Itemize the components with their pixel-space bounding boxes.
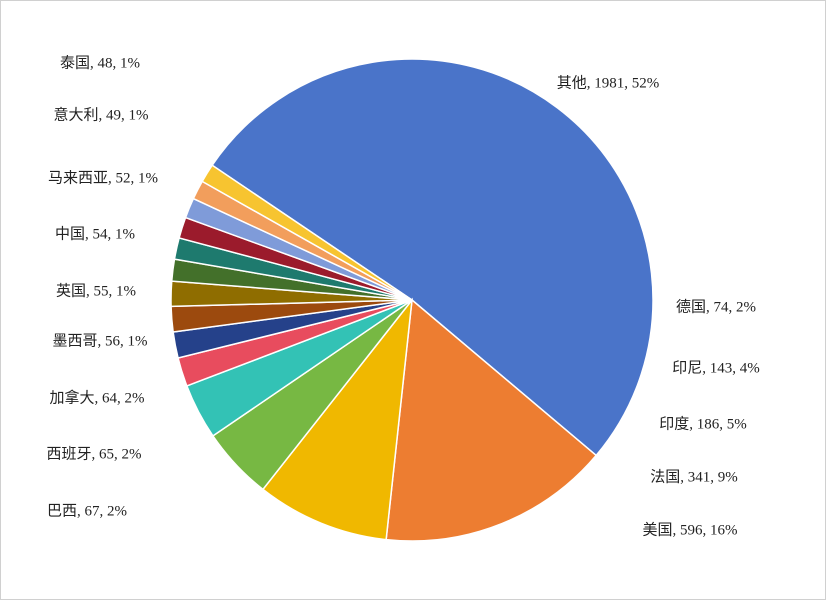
data-label: 意大利, 49, 1% bbox=[54, 105, 149, 123]
data-label: 德国, 74, 2% bbox=[676, 297, 756, 315]
data-label: 加拿大, 64, 2% bbox=[50, 388, 145, 406]
pie-slice bbox=[211, 58, 654, 457]
data-label: 巴西, 67, 2% bbox=[47, 503, 127, 519]
pie-slice bbox=[201, 164, 413, 301]
data-label: 泰国, 48, 1% bbox=[60, 54, 140, 71]
data-label: 中国, 54, 1% bbox=[55, 225, 135, 242]
data-label: 法国, 341, 9% bbox=[650, 468, 738, 485]
data-label: 英国, 55, 1% bbox=[56, 281, 136, 299]
pie-slice bbox=[385, 298, 598, 542]
data-label: 墨西哥, 56, 1% bbox=[53, 333, 148, 349]
data-label: 马来西亚, 52, 1% bbox=[48, 169, 158, 186]
data-label: 其他, 1981, 52% bbox=[557, 74, 660, 91]
data-label: 印尼, 143, 4% bbox=[672, 359, 760, 376]
data-label: 美国, 596, 16% bbox=[643, 521, 738, 538]
data-label: 印度, 186, 5% bbox=[659, 415, 747, 432]
pie-slice bbox=[261, 297, 414, 541]
data-label: 西班牙, 65, 2% bbox=[47, 445, 142, 462]
